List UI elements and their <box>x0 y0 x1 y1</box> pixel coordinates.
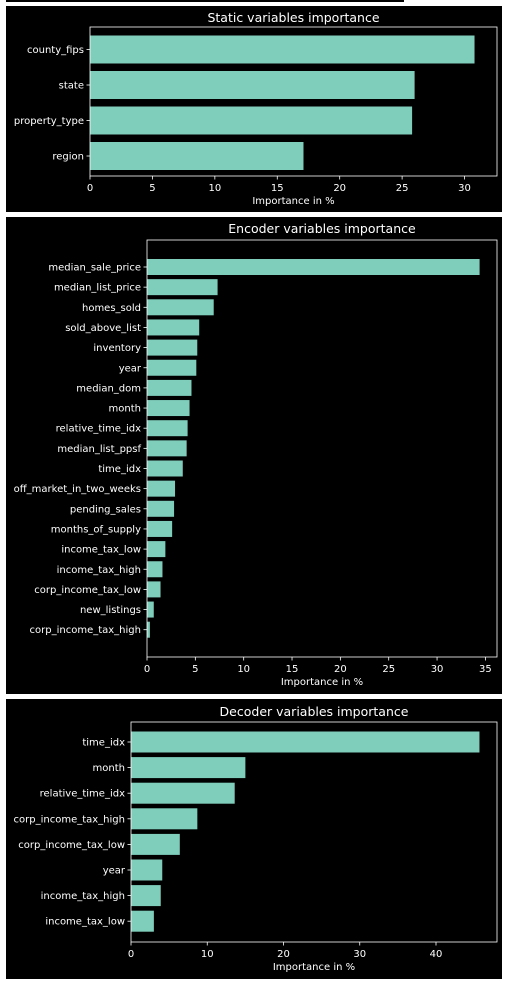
y-tick-label: year <box>103 866 126 877</box>
plot-frame <box>146 239 498 658</box>
y-tick-label: new_listings <box>80 605 141 616</box>
y-tick-label: time_idx <box>98 464 141 475</box>
chart-title: Decoder variables importance <box>220 704 409 719</box>
x-tick-label: 0 <box>87 183 93 194</box>
bar-income-tax-high <box>147 561 163 578</box>
y-tick-label: corp_income_tax_low <box>18 840 125 851</box>
x-tick-label: 30 <box>353 949 366 960</box>
y-tick-label: pending_sales <box>70 504 141 515</box>
bar-relative-time-idx <box>131 782 235 804</box>
x-tick-label: 5 <box>192 664 198 675</box>
bar-pending-sales <box>147 500 175 517</box>
bar-year <box>131 859 163 881</box>
y-tick-label: sold_above_list <box>65 323 141 334</box>
y-tick-label: year <box>119 363 142 374</box>
bar-region <box>90 142 304 170</box>
decoder-importance-svg: Decoder variables importance time_idxmont… <box>14 704 498 973</box>
bar-median-list-ppsf <box>147 440 187 457</box>
bar-inventory <box>147 339 198 356</box>
bar-off-market-in-two-weeks <box>147 480 176 497</box>
y-tick-label: median_dom <box>76 383 141 394</box>
y-tick-label: corp_income_tax_high <box>14 814 125 825</box>
bar-income-tax-high <box>131 885 161 907</box>
y-tick-label: month <box>93 763 125 774</box>
y-tick-label: corp_income_tax_high <box>30 625 141 636</box>
x-tick-label: 20 <box>277 949 290 960</box>
bar-median-list-price <box>147 279 218 296</box>
bar-relative-time-idx <box>147 420 188 437</box>
x-tick-label: 25 <box>382 664 395 675</box>
bar-corp-income-tax-high <box>131 808 198 830</box>
y-tick-label: relative_time_idx <box>40 789 125 800</box>
y-tick-label: month <box>109 404 141 415</box>
x-tick-label: 25 <box>396 183 409 194</box>
y-tick-label: median_list_ppsf <box>57 444 141 455</box>
encoder-importance-svg: Encoder variables importance median_sale_… <box>14 221 498 688</box>
y-tick-label: relative_time_idx <box>56 424 141 435</box>
bar-property-type <box>90 106 413 135</box>
bar-state <box>90 71 415 99</box>
bar-corp-income-tax-high <box>147 621 150 638</box>
static-importance-svg: Static variables importance county_fipsst… <box>14 10 498 207</box>
x-tick-label: 35 <box>479 664 492 675</box>
x-tick-label: 0 <box>128 949 134 960</box>
y-tick-label: inventory <box>93 343 141 354</box>
bar-months-of-supply <box>147 520 173 537</box>
bar-median-sale-price <box>147 259 480 275</box>
x-tick-label: 15 <box>271 183 284 194</box>
x-tick-label: 20 <box>333 183 346 194</box>
bar-year <box>147 359 197 376</box>
x-tick-label: 0 <box>144 664 150 675</box>
bar-time-idx <box>131 731 480 753</box>
x-axis-label: Importance in % <box>252 196 334 207</box>
y-tick-label: time_idx <box>82 738 125 749</box>
y-tick-label: property_type <box>14 116 84 127</box>
x-tick-label: 10 <box>237 664 250 675</box>
bar-county-fips <box>90 35 475 64</box>
bar-income-tax-low <box>147 541 166 558</box>
x-tick-label: 15 <box>286 664 299 675</box>
y-tick-label: county_fips <box>27 45 84 56</box>
plot-frame <box>130 721 498 943</box>
y-tick-label: state <box>59 81 84 92</box>
x-tick-label: 30 <box>431 664 444 675</box>
x-tick-label: 5 <box>149 183 155 194</box>
bar-sold-above-list <box>147 319 200 336</box>
y-tick-label: off_market_in_two_weeks <box>14 484 141 495</box>
chart-title: Encoder variables importance <box>228 221 416 236</box>
bar-month <box>147 400 190 417</box>
x-axis-label: Importance in % <box>273 962 355 973</box>
x-tick-label: 10 <box>201 949 214 960</box>
y-tick-label: income_tax_low <box>45 917 125 928</box>
y-tick-label: region <box>52 152 84 163</box>
y-tick-label: homes_sold <box>82 303 141 314</box>
bar-homes-sold <box>147 299 214 316</box>
y-tick-label: income_tax_low <box>61 545 141 556</box>
y-tick-label: corp_income_tax_low <box>34 585 141 596</box>
bar-income-tax-low <box>131 910 154 932</box>
y-tick-label: median_list_price <box>54 283 141 294</box>
x-tick-label: 40 <box>430 949 443 960</box>
bar-corp-income-tax-low <box>131 833 180 855</box>
x-axis-label: Importance in % <box>281 677 363 688</box>
bar-corp-income-tax-low <box>147 581 161 598</box>
y-tick-label: months_of_supply <box>51 524 141 535</box>
chart-title: Static variables importance <box>207 10 379 25</box>
x-tick-label: 20 <box>334 664 347 675</box>
plot-frame <box>89 26 498 177</box>
y-tick-label: income_tax_high <box>41 891 125 902</box>
y-tick-label: median_sale_price <box>48 263 141 274</box>
x-tick-label: 30 <box>458 183 471 194</box>
x-tick-label: 10 <box>208 183 221 194</box>
y-tick-label: income_tax_high <box>57 565 141 576</box>
bar-median-dom <box>147 379 192 396</box>
encoder-importance-chart: Encoder variables importance median_sale_… <box>6 217 502 694</box>
top-divider-line <box>6 0 404 2</box>
bar-time-idx <box>147 460 183 477</box>
bar-month <box>131 757 246 779</box>
bar-new-listings <box>147 601 154 618</box>
